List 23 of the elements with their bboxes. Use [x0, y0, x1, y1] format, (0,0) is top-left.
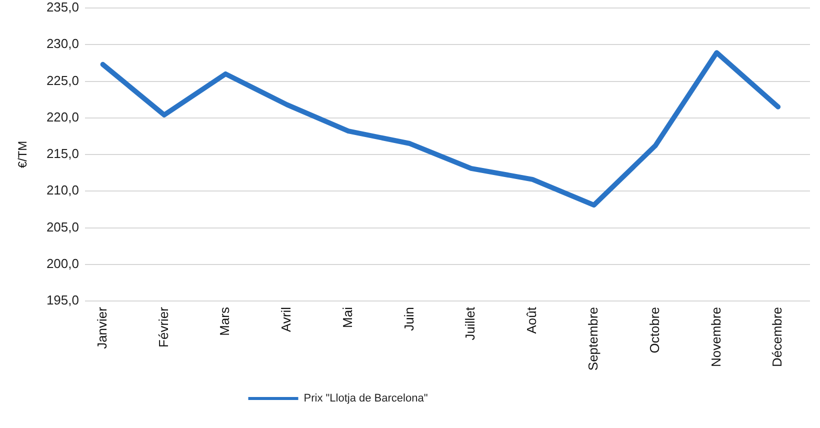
x-tick-label: Février [156, 306, 171, 348]
x-tick-label: Mars [217, 306, 232, 336]
x-tick-label: Juin [401, 307, 416, 331]
x-tick-label: Avril [278, 306, 294, 332]
y-tick-label: 235,0 [46, 0, 79, 15]
y-tick-label: 230,0 [46, 36, 79, 52]
x-tick-label: Novembre [708, 307, 724, 367]
x-tick-label: Octobre [646, 307, 662, 354]
x-tick-label: Août [524, 306, 540, 334]
y-tick-label: 225,0 [46, 72, 79, 88]
y-tick-label: 210,0 [46, 182, 79, 198]
x-tick-label: Janvier [94, 306, 110, 349]
y-axis-title: €/TM [16, 140, 30, 168]
x-tick-label: Décembre [770, 307, 785, 367]
y-tick-label: 220,0 [46, 109, 79, 124]
y-tick-label: 205,0 [46, 219, 79, 234]
y-tick-label: 195,0 [46, 292, 79, 308]
legend-label: Prix "Llotja de Barcelona" [304, 392, 428, 405]
y-tick-label: 215,0 [46, 146, 79, 162]
x-tick-label: Juillet [462, 306, 478, 340]
y-tick-label: 200,0 [46, 256, 79, 271]
x-tick-label: Mai [340, 306, 355, 328]
x-tick-label: Septembre [585, 307, 600, 371]
